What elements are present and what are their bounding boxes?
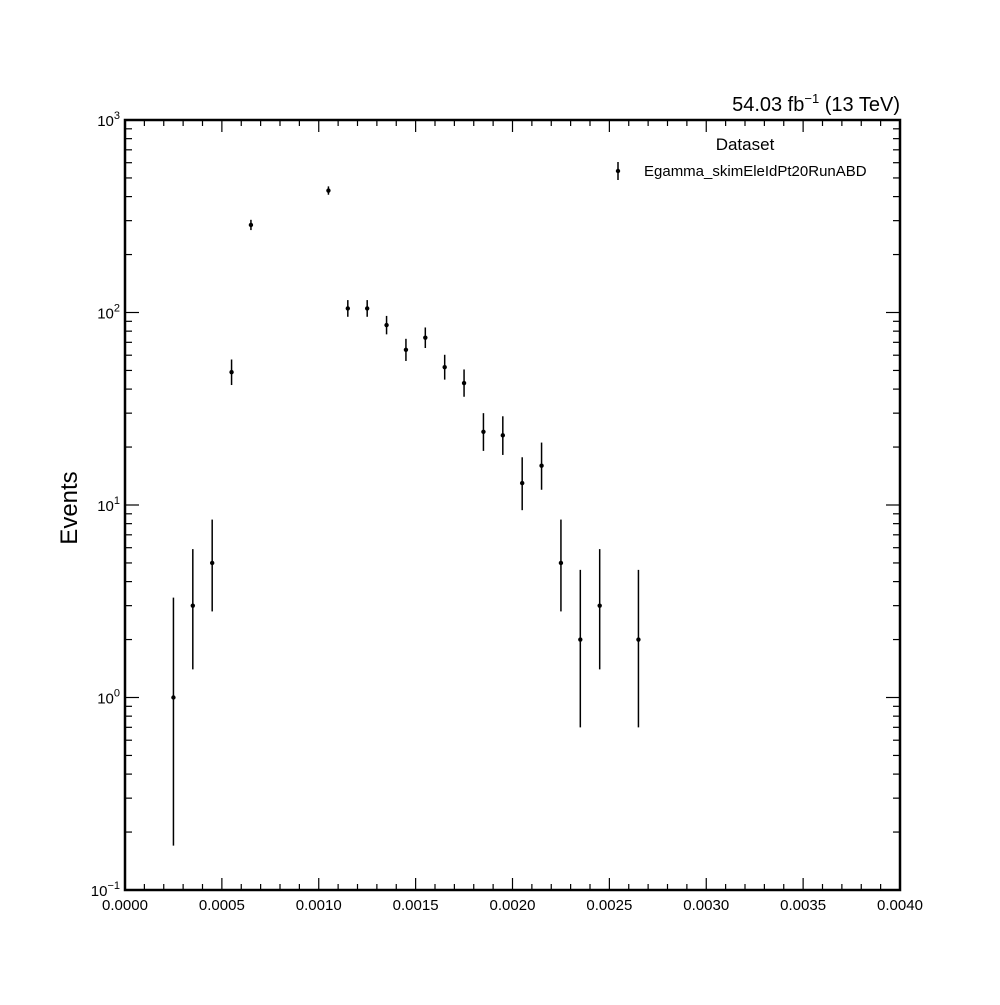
legend-title: Dataset: [716, 135, 775, 154]
data-point: [558, 560, 564, 566]
legend: Dataset Egamma_skimEleIdPt20RunABD: [615, 135, 867, 180]
data-point: [248, 222, 254, 228]
data-point: [442, 364, 447, 370]
data-point: [364, 306, 370, 311]
data-point: [636, 637, 641, 642]
axis-ticks: [124, 119, 901, 891]
data-point: [578, 637, 583, 642]
x-tick-label: 0.0015: [393, 897, 439, 914]
data-point: [500, 433, 506, 438]
x-tick-label: 0.0005: [199, 897, 245, 914]
plot-frame: [123, 118, 902, 892]
data-point: [171, 695, 176, 700]
data-points: [171, 186, 641, 846]
data-point: [423, 335, 428, 340]
x-tick-label: 0.0025: [586, 897, 632, 914]
axis-tick-labels: 0.0000 0.0005 0.0010 0.0015 0.0020 0.0025 0.00…: [91, 110, 923, 914]
data-point: [326, 188, 331, 193]
data-point: [209, 560, 215, 566]
data-point: [481, 429, 486, 435]
x-tick-label: 0.0035: [780, 897, 826, 914]
x-tick-label: 0.0000: [102, 897, 148, 914]
y-tick-label: 103: [97, 110, 120, 130]
luminosity-label: 54.03 fb−1 (13 TeV): [732, 91, 900, 116]
x-tick-label: 0.0010: [296, 897, 342, 914]
data-point: [461, 380, 467, 386]
x-tick-label: 0.0030: [683, 897, 729, 914]
x-tick-label: 0.0020: [490, 897, 536, 914]
data-point: [539, 463, 544, 468]
data-point: [229, 369, 234, 375]
x-tick-label: 0.0040: [877, 897, 923, 914]
y-tick-label: 102: [97, 303, 120, 323]
data-point: [384, 322, 389, 328]
legend-series-label: Egamma_skimEleIdPt20RunABD: [644, 163, 867, 180]
data-point: [190, 603, 196, 608]
y-tick-label: 10−1: [91, 880, 120, 900]
y-axis-label: Events: [56, 471, 83, 544]
data-point: [345, 306, 351, 311]
data-point: [519, 480, 525, 486]
data-point: [597, 603, 602, 608]
legend-marker-point: [615, 168, 621, 174]
y-tick-label: 100: [97, 688, 120, 708]
y-tick-label: 101: [97, 495, 120, 515]
data-point: [403, 347, 409, 353]
